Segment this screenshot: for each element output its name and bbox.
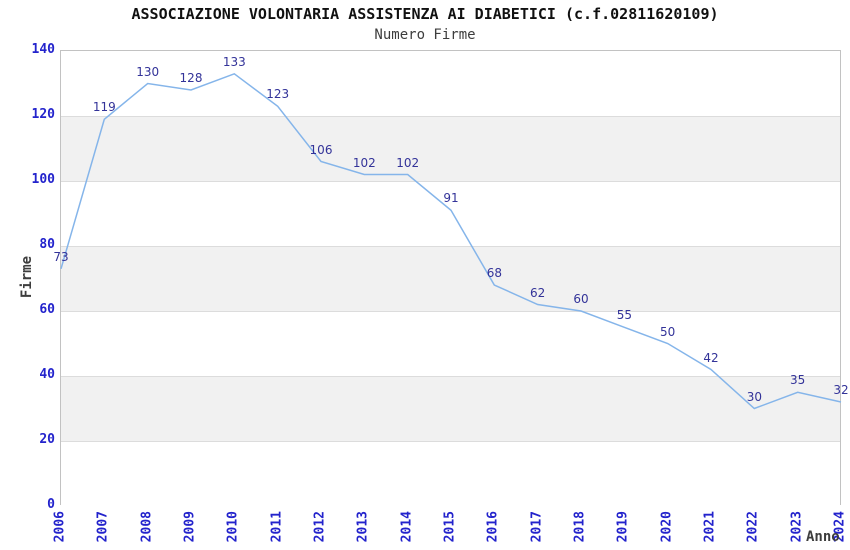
- gridline: [61, 310, 840, 312]
- line-series: [60, 72, 842, 410]
- background-band: [61, 116, 840, 181]
- data-point-label: 32: [833, 383, 849, 397]
- data-point-label: 128: [179, 71, 203, 85]
- plot-area: 73 119 130 128 133 123 106 102 102 91 68 62 60 55 50 42…: [53, 50, 849, 506]
- chart-subtitle: Numero Firme: [374, 27, 476, 43]
- line-series-svg: [60, 72, 842, 410]
- x-tick-label: 2009: [182, 511, 198, 543]
- data-point-label: 106: [309, 142, 333, 157]
- data-point-label: 60: [573, 292, 589, 306]
- x-tick-label: 2015: [442, 511, 458, 543]
- data-point-label: 50: [660, 324, 676, 339]
- gridline: [61, 180, 840, 182]
- x-tick-label: 2014: [399, 511, 415, 543]
- chart-title: ASSOCIAZIONE VOLONTARIA ASSISTENZA AI DI…: [131, 5, 719, 23]
- x-tick-label: 2023: [789, 511, 805, 543]
- y-tick-label: 100: [31, 172, 55, 187]
- x-tick-label: 2017: [529, 511, 545, 543]
- gridline: [61, 115, 840, 117]
- data-point-label: 35: [790, 373, 806, 388]
- x-tick-label: 2021: [702, 511, 718, 543]
- x-tick-label: 2007: [95, 511, 111, 543]
- y-tick-label: 60: [39, 302, 55, 317]
- x-tick-label: 2011: [269, 511, 285, 543]
- data-point-label: 102: [396, 155, 420, 170]
- x-tick-label: 2020: [659, 511, 675, 543]
- x-tick-label: 2006: [52, 511, 68, 543]
- y-tick-label: 0: [47, 497, 55, 512]
- x-axis-title: Anno: [806, 529, 840, 545]
- x-tick-label: 2018: [572, 511, 588, 543]
- gridline: [61, 245, 840, 247]
- data-point-label: 73: [53, 249, 69, 264]
- x-tick-label: 2013: [355, 511, 371, 543]
- x-tick-label: 2010: [225, 511, 241, 543]
- data-point-label: 102: [352, 155, 376, 170]
- data-point-label: 119: [92, 100, 116, 115]
- y-tick-label: 20: [39, 432, 55, 447]
- background-band: [61, 246, 840, 311]
- y-tick-label: 140: [31, 42, 55, 57]
- y-tick-label: 40: [39, 367, 55, 382]
- data-point-label: 130: [136, 64, 160, 79]
- x-tick-label: 2008: [139, 511, 155, 543]
- y-tick-label: 80: [39, 237, 55, 252]
- background-band: [61, 51, 840, 116]
- data-point-label: 62: [530, 285, 546, 300]
- x-tick-label: 2012: [312, 511, 328, 543]
- data-point-label: 42: [703, 350, 719, 365]
- data-point-label: 68: [486, 266, 502, 280]
- background-band: [61, 376, 840, 441]
- data-point-label: 91: [443, 191, 459, 206]
- background-band: [61, 181, 840, 246]
- background-band: [61, 311, 840, 376]
- y-tick-label: 120: [31, 107, 55, 122]
- x-tick-label: 2022: [745, 511, 761, 543]
- data-point-label: 133: [222, 54, 246, 69]
- background-band: [61, 441, 840, 506]
- y-axis-title: Firme: [19, 255, 35, 299]
- data-point-label: 55: [616, 308, 632, 323]
- data-point-label: 123: [266, 87, 290, 102]
- x-tick-label: 2019: [615, 511, 631, 543]
- gridline: [61, 375, 840, 377]
- x-tick-label: 2016: [485, 511, 501, 543]
- data-point-label: 30: [746, 389, 762, 404]
- gridline: [61, 440, 840, 442]
